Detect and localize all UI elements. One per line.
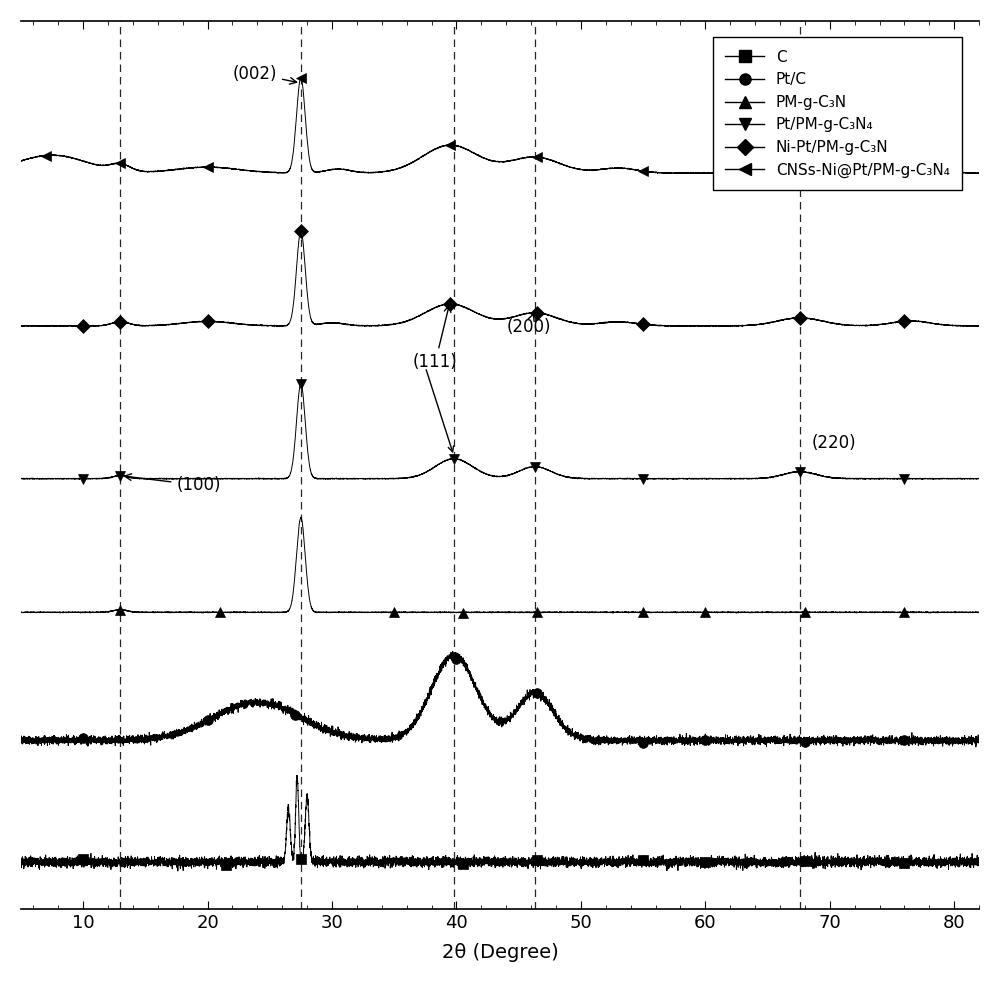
Legend: C, Pt/C, PM-g-C₃N, Pt/PM-g-C₃N₄, Ni-Pt/PM-g-C₃N, CNSs-Ni@Pt/PM-g-C₃N₄: C, Pt/C, PM-g-C₃N, Pt/PM-g-C₃N₄, Ni-Pt/P… <box>713 37 962 190</box>
Text: (002): (002) <box>232 65 297 85</box>
Text: (220): (220) <box>811 434 856 452</box>
X-axis label: 2θ (Degree): 2θ (Degree) <box>442 943 558 962</box>
Text: (111): (111) <box>413 306 458 372</box>
Text: (100): (100) <box>125 474 221 494</box>
Text: (200): (200) <box>506 313 551 336</box>
